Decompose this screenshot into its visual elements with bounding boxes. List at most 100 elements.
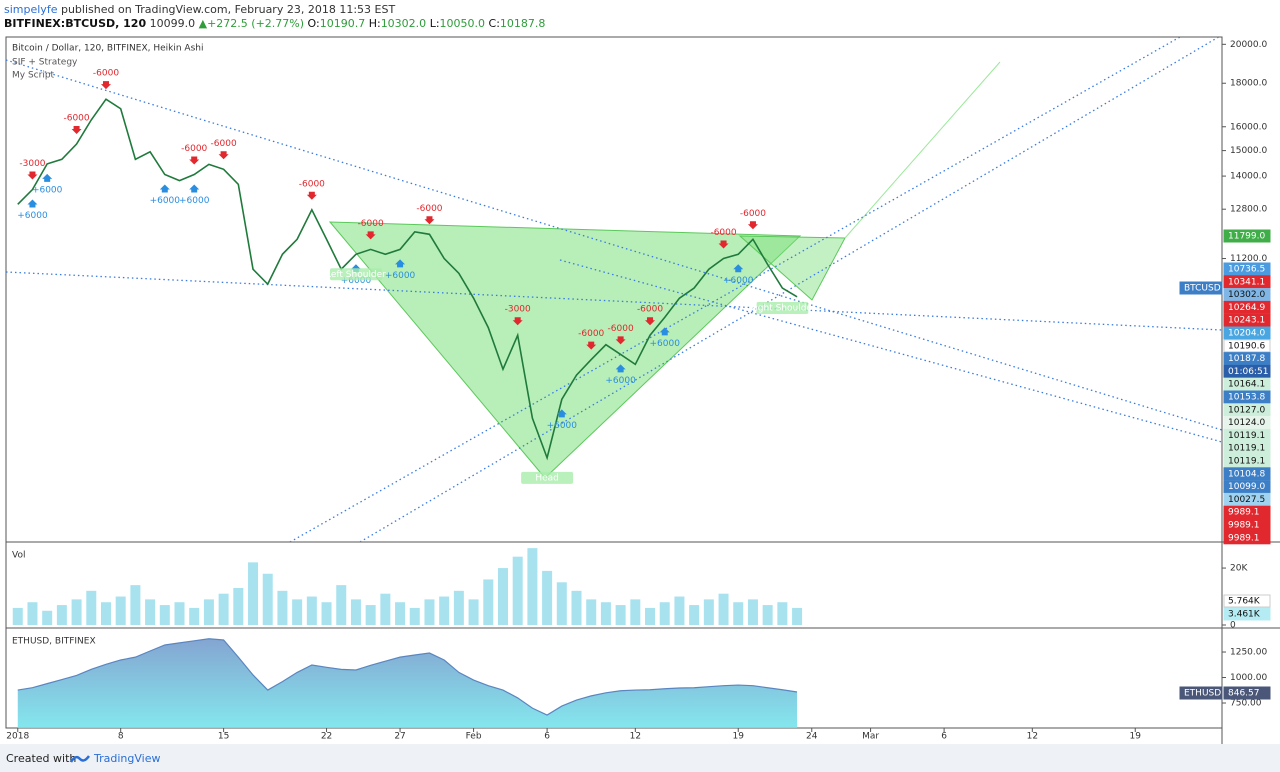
volume-bar [159,605,170,625]
volume-bar [189,607,200,625]
signal-arrow [306,191,317,200]
price-badge-bg [1223,275,1271,289]
volume-bar [277,590,288,625]
created-with: Created with [6,752,77,765]
signal-arrow [218,151,229,160]
y-tick-label: 1000.00 [1230,673,1267,683]
signal-label: +6000 [605,376,636,386]
signal-label: +6000 [32,185,63,195]
volume-bar [718,593,729,625]
signal-label: -6000 [740,209,766,219]
volume-title: Vol [12,551,25,561]
x-tick-label: 27 [394,732,405,742]
volume-bar [777,602,788,625]
volume-bar [703,599,714,625]
price-badge: 10153.8 [1228,393,1265,403]
price-badge: 01:06:51 [1228,367,1268,377]
volume-bar [115,596,126,625]
price-badge-bg [1223,262,1271,276]
volume-bar [645,607,656,625]
x-tick-label: 22 [321,732,332,742]
symbol-badge-bg [1179,686,1223,700]
volume-bar [71,599,82,625]
arrow: ▲ [198,17,208,30]
y-tick-label: 18000.0 [1230,79,1267,89]
drawings [6,37,1222,542]
signal-label: +6000 [547,421,578,431]
change: +272.5 (+2.77%) [207,17,305,30]
x-tick-label: 6 [941,732,947,742]
signal-arrow [645,317,656,326]
signal-label: +6000 [385,271,416,281]
volume-bar [86,590,97,625]
price-badge: 10164.1 [1228,380,1265,390]
signal-label: +6000 [723,276,754,286]
signal-arrow [424,216,435,225]
publish-line: simpelyfe published on TradingView.com, … [4,3,545,17]
legend-study: SIF + Strategy [12,58,78,68]
volume-badge-bg [1223,607,1271,621]
signal-label: -6000 [710,228,736,238]
volume-bar [527,548,538,625]
x-tick-label: 24 [806,732,818,742]
y-tick-label: 1250.00 [1230,648,1267,658]
ohlc-value: 10050.0 [439,17,486,30]
signal-label: -3000 [19,159,45,169]
volume-bar [600,602,611,625]
volume-bar [365,605,376,625]
y-tick-label: 750.00 [1230,699,1262,709]
price-badge: 10119.1 [1228,457,1265,467]
brand[interactable]: TradingView [94,752,161,765]
x-tick-label: 2018 [6,732,29,742]
symbol-badge-bg [1179,281,1223,295]
x-tick-label: Feb [466,732,482,742]
signal-arrow [42,173,53,182]
logo [70,755,90,763]
x-tick-label: 15 [218,732,229,742]
pattern-left [328,221,802,479]
signal-arrow [27,199,38,208]
volume-bar [439,596,450,625]
pattern-label-bg [329,268,382,281]
signal-label: +6000 [341,276,372,286]
footer: Created with TradingView [0,744,1280,772]
symbol: BITFINEX:BTCUSD, 120 [4,17,147,30]
y-tick-label: 16000.0 [1230,122,1267,132]
volume-bar [336,585,347,625]
price-badge: 10302.0 [1228,290,1265,300]
price-badge: 9989.1 [1228,533,1260,543]
ohlc-value: 10302.0 [380,17,427,30]
volume-bar [556,582,567,625]
price-badge-bg [1223,441,1271,455]
signal-label: -6000 [358,219,384,229]
published: published on TradingView.com, February 2… [60,3,396,16]
chart: Bitcoin / Dollar, 120, BITFINEX, Heikin … [5,36,1280,744]
price-badge-bg [1223,416,1271,430]
volume-bar [630,599,641,625]
legend-study: My Script [12,71,55,81]
volume-bar [615,605,626,625]
signal-arrow [159,184,170,193]
symbol-badge: ETHUSD [1184,689,1221,699]
volume-bar [130,585,141,625]
price-badge: 10127.0 [1228,405,1265,415]
volume-bar [218,593,229,625]
signal-arrow [615,364,626,373]
y-tick-label: 0 [1230,621,1236,631]
price-badge: 10124.0 [1228,418,1265,428]
price-badge-bg [1223,326,1271,340]
author[interactable]: simpelyfe [4,3,58,16]
ohlc-key: C: [488,17,500,30]
price-badge: 10099.0 [1228,482,1265,492]
volume-bar [395,602,406,625]
price-badge: 10264.9 [1228,303,1265,313]
volume-bar [292,599,303,625]
x-tick-label: 19 [1130,732,1142,742]
trend-line [559,259,1222,443]
signal-label: -6000 [63,114,89,124]
price-badge-bg [1223,229,1271,243]
last-price: 10099.0 [149,17,196,30]
signal-label: -6000 [299,179,325,189]
price-badge-bg [1223,428,1271,442]
price-line [17,98,798,461]
